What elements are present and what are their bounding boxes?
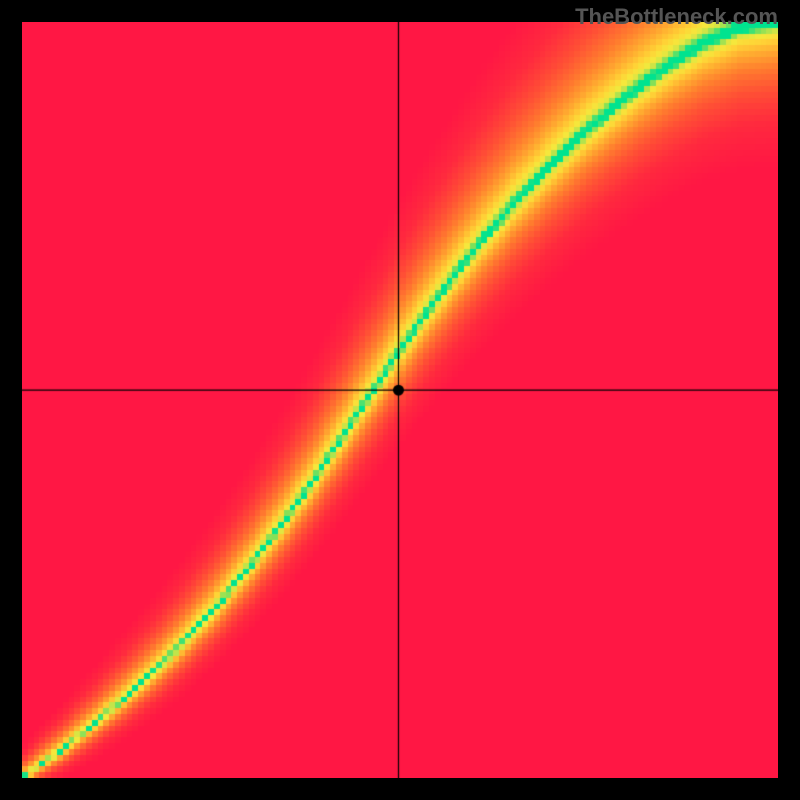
chart-container: { "canvas": { "width": 800, "height": 80… (0, 0, 800, 800)
watermark-text: TheBottleneck.com (575, 4, 778, 30)
bottleneck-heatmap (22, 22, 778, 778)
